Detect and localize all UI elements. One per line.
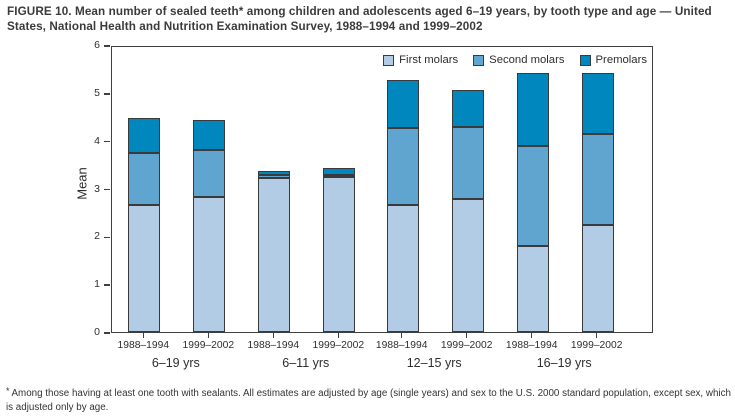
bar-segment-first-molars (323, 176, 356, 332)
bar-segment-second-molars (581, 134, 614, 226)
legend-label: First molars (399, 54, 459, 66)
bar-segment-premolars (323, 168, 356, 176)
legend-item-premolars: Premolars (579, 54, 647, 66)
footnote-text: Among those having at least one tooth wi… (6, 388, 731, 413)
bar-period-label: 1999–2002 (312, 340, 365, 351)
bar-segment-premolars (386, 79, 419, 128)
x-tick-mark (531, 333, 533, 338)
legend-swatch-icon (473, 54, 485, 66)
x-tick-mark (401, 333, 403, 338)
bar-segment-first-molars (193, 197, 226, 332)
bar-period-label: 1988–1994 (375, 340, 428, 351)
bar-segment-premolars (581, 72, 614, 135)
x-tick-mark (207, 333, 209, 338)
legend-item-second-molars: Second molars (473, 54, 565, 66)
legend-swatch-icon (579, 54, 591, 66)
y-tick-label: 1 (94, 278, 100, 291)
legend-swatch-icon (383, 54, 395, 66)
x-tick-mark (272, 333, 274, 338)
y-tick-mark (104, 284, 110, 286)
y-tick-mark (104, 93, 110, 95)
bar-segment-first-molars (128, 205, 161, 332)
bar-segment-premolars (451, 90, 484, 128)
y-tick-label: 0 (94, 326, 100, 338)
x-tick-mark (337, 333, 339, 338)
y-tick-mark (104, 332, 110, 334)
figure-title: FIGURE 10. Mean number of sealed teeth* … (7, 5, 712, 34)
x-tick-mark (596, 333, 598, 338)
bar-segment-second-molars (258, 174, 291, 178)
bar-period-label: 1988–1994 (247, 340, 300, 351)
x-tick-mark (142, 333, 144, 338)
bar-segment-first-molars (386, 205, 419, 332)
bar-period-label: 1999–2002 (440, 340, 493, 351)
age-group-label: 16–19 yrs (536, 356, 592, 370)
bar-segment-premolars (516, 73, 549, 146)
age-group-label: 6–19 yrs (151, 356, 200, 370)
legend-label: Second molars (489, 54, 565, 66)
bar-segment-premolars (193, 119, 226, 151)
y-tick-mark (104, 236, 110, 239)
y-tick-mark (104, 140, 110, 143)
bar-segment-first-molars (258, 177, 291, 332)
bar-period-label: 1999–2002 (570, 340, 623, 351)
bar-segment-second-molars (516, 145, 549, 246)
bar-period-label: 1988–1994 (117, 340, 170, 351)
bar-segment-premolars (128, 117, 161, 153)
y-tick-mark (104, 188, 110, 191)
legend: First molars Second molars Premolars (383, 54, 647, 66)
bar-segment-second-molars (451, 127, 484, 200)
bar-period-label: 1999–2002 (182, 340, 235, 351)
bar-segment-first-molars (451, 199, 484, 332)
bar-segment-second-molars (386, 127, 419, 206)
age-group-label: 6–11 yrs (282, 356, 330, 370)
age-group-label: 12–15 yrs (406, 356, 462, 370)
bar-period-label: 1988–1994 (505, 340, 558, 351)
y-tick-label: 5 (94, 86, 100, 99)
y-tick-label: 3 (94, 182, 100, 195)
y-tick-label: 6 (94, 39, 100, 51)
x-tick-mark (466, 333, 468, 338)
bar-segment-second-molars (128, 152, 161, 206)
bar-segment-premolars (258, 171, 291, 175)
bar-segment-second-molars (193, 150, 226, 198)
legend-label: Premolars (595, 54, 647, 66)
y-tick-label: 2 (94, 230, 100, 243)
y-tick-label: 4 (94, 134, 100, 147)
y-tick-mark (104, 45, 110, 47)
bar-segment-first-molars (581, 225, 614, 332)
plot-area: First molars Second molars Premolars (111, 46, 653, 333)
footnote: * Among those having at least one tooth w… (6, 385, 732, 414)
legend-item-first-molars: First molars (383, 54, 458, 66)
bar-segment-first-molars (516, 245, 549, 332)
footnote-marker: * (6, 386, 10, 396)
